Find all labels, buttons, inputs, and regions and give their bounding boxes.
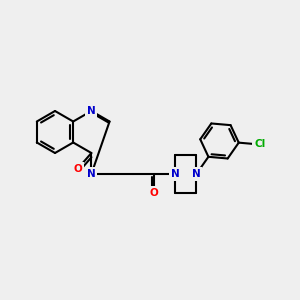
Text: Cl: Cl <box>254 140 265 149</box>
Text: O: O <box>73 164 82 174</box>
Text: N: N <box>87 106 96 116</box>
Text: N: N <box>87 169 96 179</box>
Text: N: N <box>192 169 201 179</box>
Text: N: N <box>171 169 180 179</box>
Text: O: O <box>150 188 159 198</box>
